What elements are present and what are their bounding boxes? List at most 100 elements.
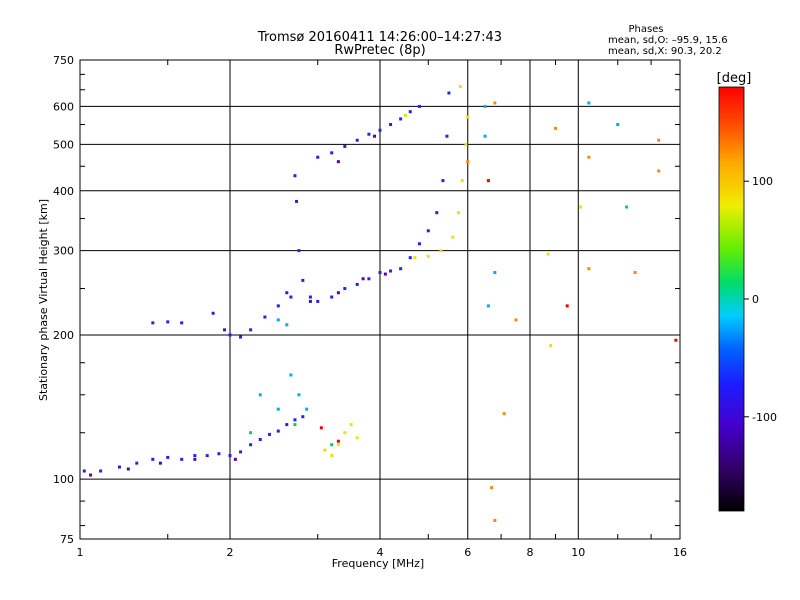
data-point	[426, 254, 430, 258]
data-point	[293, 418, 297, 422]
data-point	[355, 436, 359, 440]
data-point	[451, 235, 455, 239]
y-tick-label: 75	[60, 533, 74, 546]
data-point	[135, 461, 139, 465]
x-axis-label: Frequency [MHz]	[332, 557, 424, 570]
data-point	[330, 295, 334, 299]
data-point	[336, 291, 340, 295]
data-point	[417, 104, 421, 108]
data-point	[285, 291, 289, 295]
data-point	[343, 144, 347, 148]
data-point	[89, 473, 93, 477]
data-point	[378, 128, 382, 132]
data-point	[99, 469, 103, 473]
data-point	[330, 151, 334, 155]
data-point	[355, 282, 359, 286]
data-point	[493, 101, 497, 105]
data-point	[297, 393, 301, 397]
data-point	[378, 271, 382, 275]
x-tick-label: 6	[464, 546, 471, 559]
data-point	[657, 138, 661, 142]
data-point	[486, 179, 490, 183]
x-tick-label: 8	[527, 546, 534, 559]
data-point	[493, 271, 497, 275]
data-point	[389, 123, 393, 127]
data-point	[293, 423, 297, 427]
data-point	[193, 454, 197, 458]
data-point	[330, 454, 334, 458]
data-point	[297, 249, 301, 253]
data-point	[389, 269, 393, 273]
data-point	[228, 454, 232, 458]
colorbar-tick-label: 0	[752, 293, 759, 306]
data-point	[514, 318, 518, 322]
data-point	[343, 431, 347, 435]
data-point	[267, 432, 271, 436]
data-point	[289, 295, 293, 299]
data-point	[258, 393, 262, 397]
data-point	[435, 211, 439, 215]
data-point	[549, 344, 553, 348]
data-point	[239, 335, 243, 339]
data-point	[336, 439, 340, 443]
data-point	[493, 518, 497, 522]
data-point	[399, 267, 403, 271]
grid-lines	[80, 60, 680, 539]
data-point	[587, 101, 591, 105]
data-point	[228, 333, 232, 337]
data-point	[233, 457, 237, 461]
data-point	[308, 299, 312, 303]
y-tick-label: 100	[53, 473, 74, 486]
data-point	[625, 205, 629, 209]
data-point	[565, 304, 569, 308]
data-point	[258, 438, 262, 442]
data-point	[151, 457, 155, 461]
data-point	[490, 486, 494, 490]
data-point	[587, 267, 591, 271]
data-point	[486, 304, 490, 308]
data-point	[293, 174, 297, 178]
data-point	[276, 318, 280, 322]
data-point	[426, 229, 430, 233]
data-point	[633, 271, 637, 275]
y-tick-label: 600	[53, 100, 74, 113]
data-point	[285, 323, 289, 327]
data-point	[117, 465, 121, 469]
data-point	[223, 328, 227, 332]
phase-o-stats: mean, sd,O: –95.9, 15.6	[608, 35, 728, 46]
data-point	[316, 155, 320, 159]
data-point	[193, 457, 197, 461]
data-point	[587, 155, 591, 159]
data-point	[276, 407, 280, 411]
data-point	[483, 104, 487, 108]
data-point	[82, 469, 86, 473]
data-point	[301, 415, 305, 419]
data-point	[301, 278, 305, 282]
y-tick-label: 400	[53, 185, 74, 198]
data-point	[180, 321, 184, 325]
data-point	[439, 249, 443, 253]
data-point	[408, 256, 412, 260]
data-point	[151, 321, 155, 325]
data-point	[205, 454, 209, 458]
data-point	[441, 179, 445, 183]
phases-heading: Phases	[628, 24, 663, 35]
colorbar	[718, 86, 745, 512]
data-point	[323, 448, 327, 452]
data-point	[330, 443, 334, 447]
data-point	[413, 256, 417, 260]
data-point	[458, 85, 462, 89]
data-point	[578, 205, 582, 209]
y-tick-label: 750	[53, 54, 74, 67]
colorbar-tick-label: 100	[752, 175, 773, 188]
data-point	[460, 179, 464, 183]
data-point	[211, 311, 215, 315]
data-point	[308, 295, 312, 299]
data-point	[276, 304, 280, 308]
data-point	[239, 450, 243, 454]
x-tick-label: 1	[77, 546, 84, 559]
data-point	[295, 199, 299, 203]
data-point	[483, 134, 487, 138]
data-points	[82, 85, 678, 522]
phase-x-stats: mean, sd,X: 90.3, 20.2	[608, 46, 722, 57]
